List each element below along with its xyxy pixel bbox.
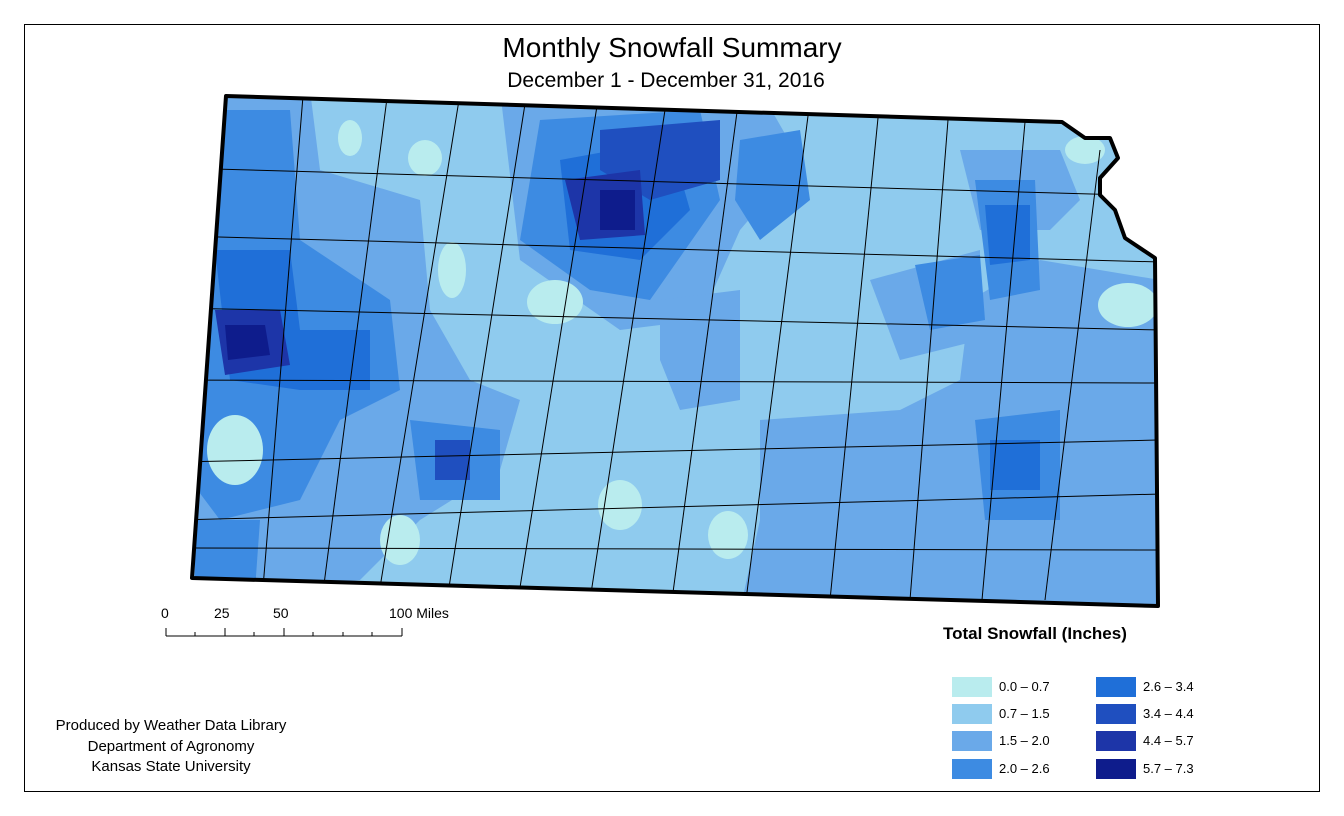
scale-label-25: 25 (214, 605, 230, 621)
zone-0_0-0_7-patch (1098, 283, 1158, 327)
legend-label: 0.7 – 1.5 (999, 706, 1050, 721)
credits-line: Produced by Weather Data Library (55, 717, 287, 734)
zone-0_0-0_7-patch (598, 480, 642, 530)
map-title: Monthly Snowfall Summary (502, 32, 842, 63)
legend-label: 0.0 – 0.7 (999, 679, 1050, 694)
zone-2_6-3_4-southeast (990, 440, 1040, 490)
map-frame (24, 24, 1320, 792)
credits-block: Produced by Weather Data Library Departm… (26, 716, 316, 778)
zone-0_0-0_7-patch (438, 242, 466, 298)
legend-swatch (952, 731, 992, 751)
scale-bar-ruler (165, 628, 403, 637)
zone-0_0-0_7-patch (527, 280, 583, 324)
legend-label: 3.4 – 4.4 (1143, 706, 1194, 721)
legend-swatch (952, 704, 992, 724)
scale-label-50: 50 (273, 605, 289, 621)
zone-5_7-7_3-west (225, 325, 270, 360)
zone-0_0-0_7-patch (207, 415, 263, 485)
legend-title: Total Snowfall (Inches) (943, 624, 1127, 643)
legend-swatch (1096, 704, 1136, 724)
zone-5_7-7_3-north (600, 190, 635, 230)
zone-0_0-0_7-patch (380, 515, 420, 565)
legend-swatch (1096, 759, 1136, 779)
snowfall-contours (192, 96, 1158, 606)
legend-swatch (1096, 677, 1136, 697)
credits-line: Department of Agronomy (87, 737, 255, 755)
legend-label: 2.6 – 3.4 (1143, 679, 1194, 694)
legend-swatch (952, 677, 992, 697)
zone-2_0-2_6-sw-corner (195, 520, 260, 590)
zone-0_0-0_7-patch (1065, 136, 1105, 164)
zone-0_0-0_7-patch (408, 140, 442, 176)
legend-label: 5.7 – 7.3 (1143, 761, 1194, 776)
scale-label-0: 0 (161, 605, 169, 621)
legend-label: 2.0 – 2.6 (999, 761, 1050, 776)
zone-2_6-3_4-ne (985, 205, 1030, 265)
zone-0_0-0_7-patch (338, 120, 362, 156)
zone-0_0-0_7-patch (708, 511, 748, 559)
legend-label: 4.4 – 5.7 (1143, 733, 1194, 748)
county-boundaries (192, 96, 1158, 601)
legend-label: 1.5 – 2.0 (999, 733, 1050, 748)
map-subtitle: December 1 - December 31, 2016 (507, 69, 825, 92)
credits-line: Kansas State University (91, 758, 251, 775)
zone-3_4-4_4-south (435, 440, 470, 480)
zone-1_5-2_0-southeast (740, 260, 1158, 606)
kansas-state-outline (190, 94, 1160, 608)
legend-swatch (952, 759, 992, 779)
scale-label-100-miles: 100 Miles (389, 605, 449, 621)
legend-swatch (1096, 731, 1136, 751)
